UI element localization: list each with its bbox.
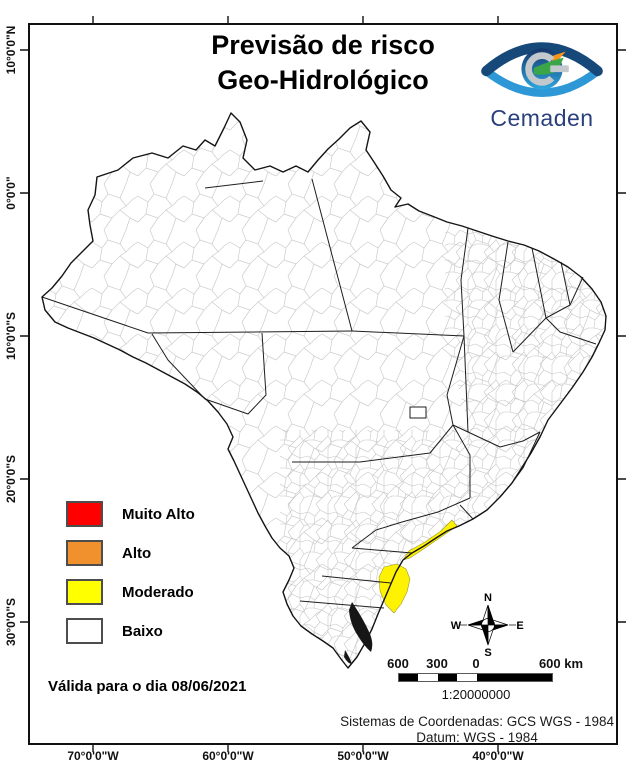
legend-label-alto: Alto — [122, 544, 152, 562]
lat-label-10n: 10°0'0"N — [4, 25, 18, 75]
lon-label-40w: 40°0'0"W — [472, 749, 524, 763]
coordinate-system-line2: Datum: WGS - 1984 — [416, 730, 538, 745]
scale-bar-segments — [398, 673, 553, 682]
cemaden-logo: Cemaden — [477, 36, 607, 132]
page-title-line2: Geo-Hidrológico — [217, 65, 429, 95]
map-frame — [28, 23, 618, 745]
lat-label-20s: 20°0'0"S — [4, 454, 18, 504]
page-title-line1: Previsão de risco — [211, 30, 435, 60]
cemaden-eye-icon — [481, 42, 603, 97]
scale-label-0: 0 — [472, 656, 480, 671]
state-boundaries — [41, 178, 597, 609]
lat-label-0: 0°0'0" — [4, 176, 18, 210]
lon-label-70w: 70°0'0"W — [67, 749, 119, 763]
compass-n-label: N — [484, 592, 492, 604]
legend-item-alto: Alto — [66, 540, 195, 566]
legend-swatch-moderado — [66, 579, 103, 605]
validity-date: Válida para o dia 08/06/2021 — [48, 678, 247, 695]
compass-w-label: W — [451, 620, 462, 632]
scale-label-300: 300 — [426, 656, 448, 671]
compass-s-label: S — [484, 647, 491, 659]
brazil-country-outline — [41, 112, 607, 669]
lat-label-30s: 30°0'0"S — [4, 597, 18, 647]
scale-bar: 600 300 0 600 km 1:20000000 — [387, 656, 590, 708]
coordinate-system-line1: Sistemas de Coordenadas: GCS WGS - 1984 — [340, 714, 614, 729]
legend-label-moderado: Moderado — [122, 583, 194, 601]
cemaden-logo-text: Cemaden — [490, 105, 594, 131]
scale-label-600-left: 600 — [387, 656, 409, 671]
graticule-ticks — [20, 16, 626, 752]
legend-label-muito-alto: Muito Alto — [122, 505, 195, 523]
compass-e-label: E — [516, 620, 523, 632]
legend-swatch-alto — [66, 540, 103, 566]
legend-item-moderado: Moderado — [66, 579, 195, 605]
lon-label-50w: 50°0'0"W — [337, 749, 389, 763]
legend-swatch-baixo — [66, 618, 103, 644]
coastal-lagoons — [344, 602, 373, 664]
legend-swatch-muito-alto — [66, 501, 103, 527]
legend-item-baixo: Baixo — [66, 618, 195, 644]
risk-legend: Muito Alto Alto Moderado Baixo — [66, 501, 195, 657]
page-title: Previsão de risco Geo-Hidrológico — [100, 28, 546, 98]
legend-label-baixo: Baixo — [122, 622, 163, 640]
legend-item-muito-alto: Muito Alto — [66, 501, 195, 527]
lat-label-10s: 10°0'0"S — [4, 311, 18, 361]
coordinate-system-note: Sistemas de Coordenadas: GCS WGS - 1984 … — [340, 714, 614, 746]
moderate-area-sc-coast — [378, 563, 411, 614]
compass-rose-icon: N E S W — [451, 592, 524, 659]
scale-ratio: 1:20000000 — [441, 687, 511, 702]
lon-label-60w: 60°0'0"W — [202, 749, 254, 763]
scale-label-600-km: 600 km — [538, 656, 584, 671]
